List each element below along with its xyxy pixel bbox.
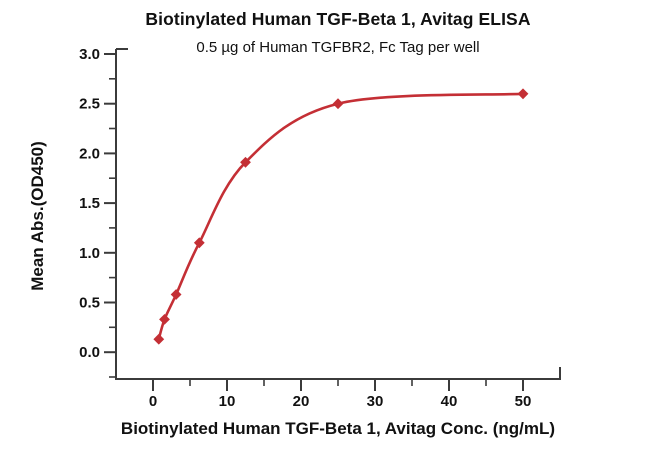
y-tick-label: 0.5 [79,295,100,312]
x-axis-title: Biotinylated Human TGF-Beta 1, Avitag Co… [120,419,556,438]
x-tick-label: 0 [149,393,157,410]
y-tick-label: 0.0 [79,344,100,361]
tick-labels: 0 10 20 30 40 50 0.0 0.5 1.0 1.5 2.0 2.5 3.0 [79,46,531,410]
data-point-marker [170,289,182,300]
x-tick-label: 10 [219,393,236,410]
data-points [153,88,529,345]
chart-title: Biotinylated Human TGF-Beta 1, Avitag EL… [145,9,531,29]
data-point-marker [159,314,170,325]
data-point-marker [153,333,165,345]
fit-curve [157,92,525,341]
axis-ticks [104,53,524,391]
y-tick-label: 1.5 [79,195,100,212]
x-tick-label: 30 [367,393,384,410]
data-point-marker [517,88,529,100]
y-tick-label: 1.0 [79,245,100,262]
chart-subtitle: 0.5 µg of Human TGFBR2, Fc Tag per well [196,39,480,56]
x-tick-label: 20 [293,393,310,410]
x-tick-label: 50 [515,393,532,410]
y-tick-label: 2.5 [79,96,100,113]
data-point-marker [332,98,344,110]
x-tick-label: 40 [441,393,458,410]
y-tick-label: 2.0 [79,145,100,162]
data-point-marker [193,237,205,249]
y-tick-label: 3.0 [79,46,100,63]
data-point-marker [240,156,251,168]
